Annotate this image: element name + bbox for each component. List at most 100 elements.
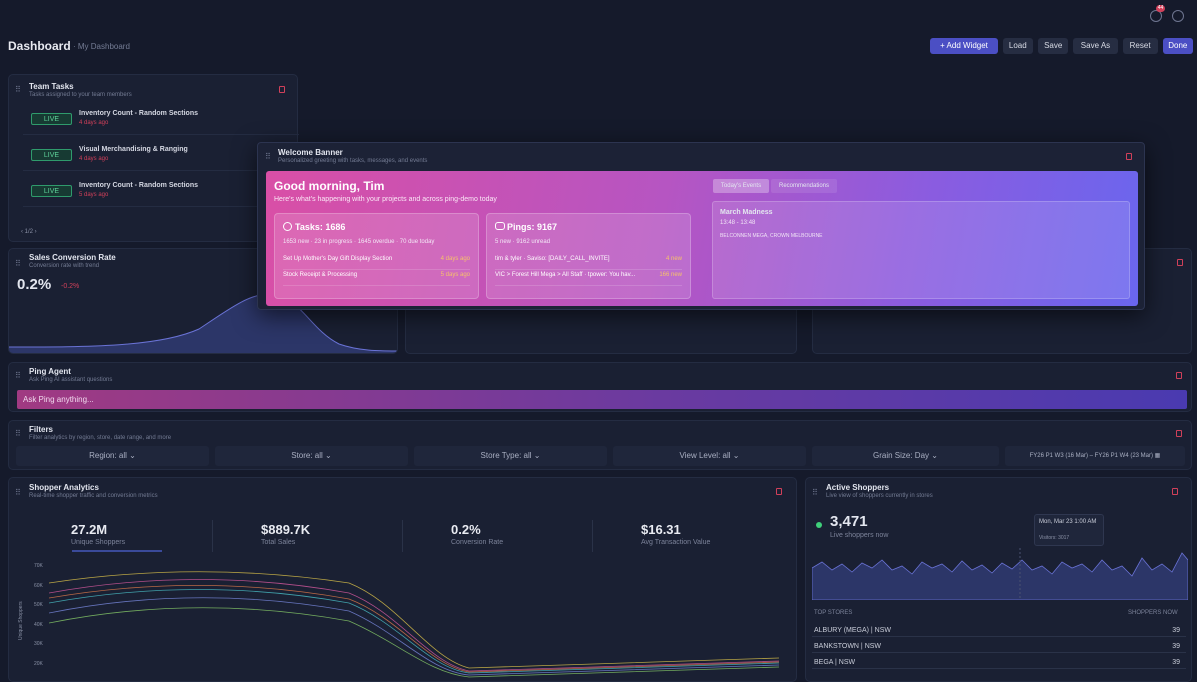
widget-subtitle: Conversion rate with trend [29, 263, 100, 269]
store-name: BANKSTOWN | NSW [814, 643, 882, 650]
status-badge: LIVE [31, 113, 72, 125]
filter-label: Store: all [291, 451, 323, 460]
card-title: Tasks: 1686 [295, 222, 346, 232]
y-tick-label: 60K [34, 582, 43, 589]
card-summary: 5 new · 9162 unread [495, 239, 551, 245]
shopper-analytics-widget: ⠿ Shopper Analytics Real-time shopper tr… [8, 477, 797, 682]
widget-subtitle: Filter analytics by region, store, date … [29, 435, 172, 441]
table-header: TOP STORES [814, 610, 853, 616]
widget-title: Sales Conversion Rate [29, 253, 116, 262]
metric-delta: -0.2% [61, 283, 80, 290]
table-header: SHOPPERS NOW [1128, 610, 1178, 616]
filter-dropdown[interactable]: Grain Size: Day ⌄ [812, 446, 999, 466]
item-name: Stock Receipt & Processing [283, 272, 358, 278]
ping-item[interactable]: VIC > Forest Hill Mega > All Staff · tpo… [495, 272, 682, 286]
kpi-value: 27.2M [71, 522, 108, 537]
widget-title: Shopper Analytics [29, 483, 99, 492]
tab[interactable]: Recommendations [771, 179, 837, 193]
tasks-card[interactable]: Tasks: 1686 1653 new · 23 in progress · … [274, 213, 479, 299]
task-name: Inventory Count - Random Sections [79, 182, 199, 189]
widget-subtitle: Real-time shopper traffic and conversion… [29, 493, 158, 499]
tooltip-value: Visitors: 3017 [1039, 535, 1070, 541]
delete-icon[interactable] [1176, 372, 1182, 379]
filter-dropdown[interactable]: Store Type: all ⌄ [414, 446, 607, 466]
active-shoppers-widget: ⠿ Active Shoppers Live view of shoppers … [805, 477, 1192, 682]
delete-icon[interactable] [279, 86, 285, 93]
widget-subtitle: Ask Ping AI assistant questions [29, 377, 113, 383]
filter-dropdown[interactable]: Region: all ⌄ [16, 446, 209, 466]
kpi: 0.2% Conversion Rate [451, 522, 503, 546]
intro: Here's what's happening with your projec… [274, 196, 497, 203]
widget-title: Filters [29, 425, 54, 434]
team-tasks-widget: ⠿ Team Tasks Tasks assigned to your team… [8, 74, 299, 242]
delete-icon[interactable] [776, 488, 782, 495]
card-title: Pings: 9167 [507, 222, 558, 232]
task-time: 4 days ago [79, 156, 109, 162]
greeting: Good morning, Tim [274, 179, 385, 193]
toolbar-button[interactable]: + Add Widget [930, 38, 998, 54]
status-badge: LIVE [31, 149, 72, 161]
kpi-label: Unique Shoppers [71, 539, 126, 546]
kpi-label: Total Sales [261, 539, 296, 546]
welcome-banner-widget: ⠿ Welcome Banner Personalized greeting w… [257, 142, 1145, 310]
filter-label: Region: all [89, 451, 127, 460]
widget-subtitle: Personalized greeting with tasks, messag… [278, 158, 428, 164]
pagination[interactable]: ‹ 1/2 › [21, 229, 37, 235]
kpi-value: 0.2% [451, 522, 481, 537]
delete-icon[interactable] [1176, 430, 1182, 437]
task-name: Inventory Count - Random Sections [79, 110, 199, 117]
delete-icon[interactable] [1172, 488, 1178, 495]
filter-label: View Level: all [679, 451, 731, 460]
delete-icon[interactable] [1177, 259, 1183, 266]
notification-badge: 44 [1156, 5, 1165, 12]
page-indicator: 1/2 [24, 229, 34, 235]
delete-icon[interactable] [1126, 153, 1132, 160]
kpi-value: $16.31 [641, 522, 681, 537]
filter-dropdown[interactable]: View Level: all ⌄ [613, 446, 806, 466]
y-tick-label: 30K [34, 641, 43, 648]
item-name: tim & tyler · Saviso: [DAILY_CALL_INVITE… [495, 256, 610, 262]
task-name: Visual Merchandising & Ranging [79, 146, 188, 153]
widget-subtitle: Tasks assigned to your team members [29, 92, 132, 98]
store-name: BEGA | NSW [814, 659, 856, 666]
date-range-picker[interactable]: FY26 P1 W3 (16 Mar) – FY26 P1 W4 (23 Mar… [1005, 446, 1185, 466]
ping-item[interactable]: tim & tyler · Saviso: [DAILY_CALL_INVITE… [495, 256, 682, 270]
y-tick-label: 50K [34, 602, 43, 609]
task-row[interactable]: LIVE Inventory Count - Random Sections 4 d… [23, 105, 299, 135]
chat-input[interactable]: Ask Ping anything... [17, 390, 1187, 409]
y-tick-label: 20K [34, 661, 43, 667]
store-row[interactable]: ALBURY (MEGA) | NSW 39 [812, 624, 1186, 637]
toolbar-button[interactable]: Reset [1122, 38, 1158, 54]
store-row[interactable]: BANKSTOWN | NSW 39 [812, 640, 1186, 653]
widget-title: Team Tasks [29, 82, 74, 91]
task-row[interactable]: LIVE Inventory Count - Random Sections 5 d… [23, 177, 299, 207]
task-item[interactable]: Stock Receipt & Processing 5 days ago [283, 272, 470, 286]
y-axis-label: Unique Shoppers [18, 601, 24, 640]
kpi-label: Avg Transaction Value [641, 539, 711, 546]
card-summary: 1653 new · 23 in progress · 1645 overdue… [283, 239, 435, 245]
task-item[interactable]: Set Up Mother's Day Gift Display Section… [283, 256, 470, 270]
task-row[interactable]: LIVE Visual Merchandising & Ranging 4 days… [23, 141, 299, 171]
store-row[interactable]: BEGA | NSW 39 [812, 656, 1186, 669]
item-time: 4 days ago [440, 256, 470, 262]
item-count: 4 new [665, 256, 682, 262]
filter-label: Grain Size: Day [873, 451, 930, 460]
date-range: FY26 P1 W3 (16 Mar) – FY26 P1 W4 (23 Mar… [1029, 453, 1154, 459]
live-chart [812, 548, 1188, 600]
kpi-label: Conversion Rate [451, 539, 504, 546]
toolbar-button[interactable]: Load [1002, 38, 1033, 54]
toolbar-button[interactable]: Save [1038, 38, 1069, 54]
toolbar-button[interactable]: Done [1162, 38, 1193, 54]
toolbar-button[interactable]: Save As [1073, 38, 1118, 54]
mute-icon[interactable] [1172, 10, 1184, 22]
kpi: $889.7K Total Sales [261, 522, 310, 546]
filter-dropdown[interactable]: Store: all ⌄ [215, 446, 408, 466]
sparkline [9, 293, 397, 353]
tab-active[interactable]: Today's Events [713, 179, 769, 193]
event-time: 13:48 - 13:48 [720, 220, 756, 226]
tooltip-time: Mon, Mar 23 1:00 AM [1039, 519, 1097, 525]
event-card[interactable]: March Madness 13:48 - 13:48 BELCONNEN ME… [712, 201, 1130, 299]
store-name: ALBURY (MEGA) | NSW [814, 627, 892, 634]
pings-card[interactable]: Pings: 9167 5 new · 9162 unread tim & ty… [486, 213, 691, 299]
